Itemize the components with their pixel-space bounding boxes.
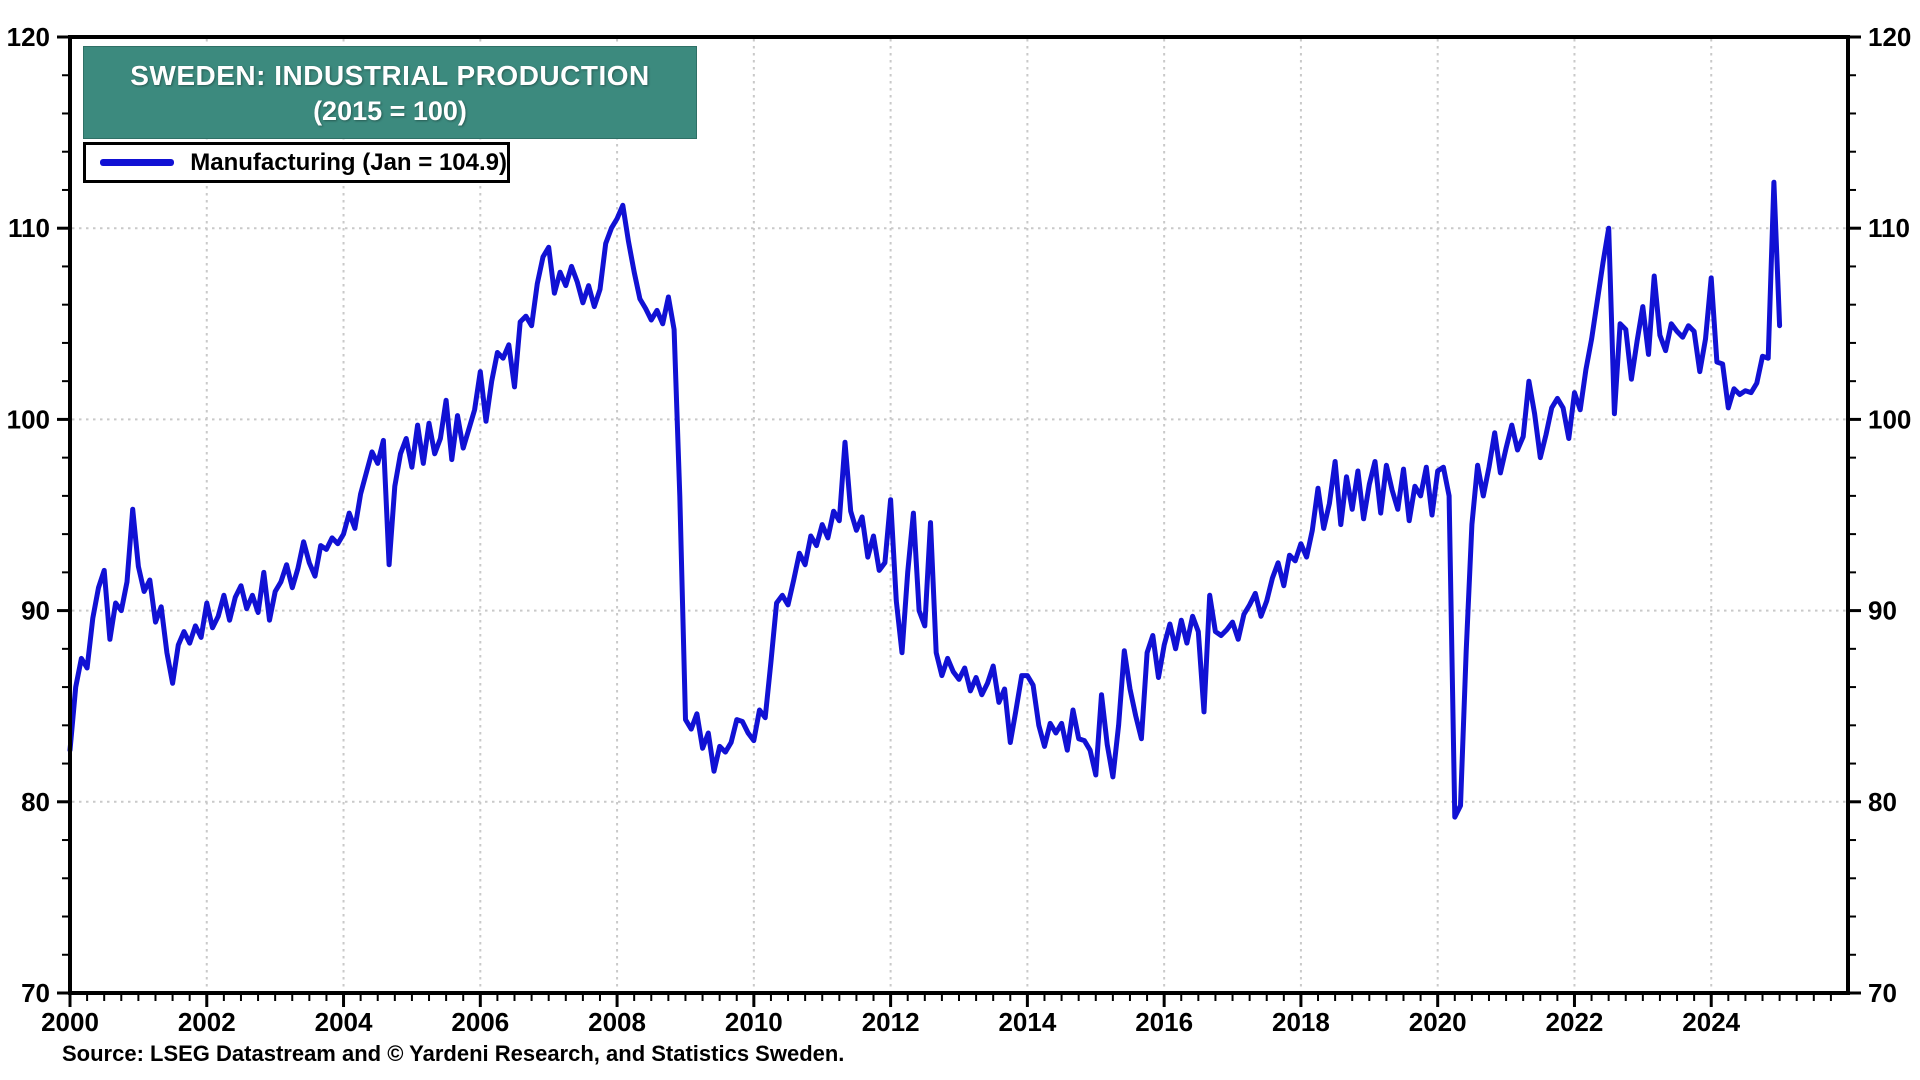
x-axis-label: 2010 [725,1007,783,1037]
x-axis-label: 2000 [41,1007,99,1037]
y-axis-label-right: 70 [1868,978,1897,1008]
legend: Manufacturing (Jan = 104.9) [83,142,510,183]
y-axis-label-left: 120 [7,22,50,52]
x-axis-label: 2008 [588,1007,646,1037]
y-axis-label-right: 110 [1868,213,1910,243]
manufacturing-line [67,179,1783,820]
y-axis-label-left: 110 [8,213,50,243]
chart-title-box: SWEDEN: INDUSTRIAL PRODUCTION (2015 = 10… [83,46,697,139]
chart-title-line2: (2015 = 100) [313,95,467,126]
x-axis-label: 2012 [862,1007,920,1037]
legend-label: Manufacturing (Jan = 104.9) [190,148,507,176]
x-axis-label: 2004 [315,1007,373,1037]
x-axis-label: 2022 [1546,1007,1604,1037]
plot-border [68,35,1850,995]
x-axis-label: 2016 [1135,1007,1193,1037]
x-axis-label: 2024 [1682,1007,1740,1037]
y-axis-label-right: 90 [1868,596,1897,626]
y-axis-label-left: 80 [21,787,50,817]
y-axis-label-right: 100 [1868,404,1911,434]
y-axis-label-left: 100 [7,404,50,434]
y-axis-label-right: 80 [1868,787,1897,817]
x-axis-label: 2020 [1409,1007,1467,1037]
chart-title-line1: SWEDEN: INDUSTRIAL PRODUCTION [130,59,650,91]
y-axis-label-left: 90 [21,596,50,626]
legend-line-swatch [100,159,175,166]
y-axis-label-right: 120 [1868,22,1911,52]
x-axis-label: 2006 [451,1007,509,1037]
x-axis-label: 2002 [178,1007,236,1037]
x-axis-label: 2014 [998,1007,1056,1037]
y-axis-label-left: 70 [21,978,50,1008]
source-note: Source: LSEG Datastream and © Yardeni Re… [62,1041,845,1066]
x-axis-label: 2018 [1272,1007,1330,1037]
